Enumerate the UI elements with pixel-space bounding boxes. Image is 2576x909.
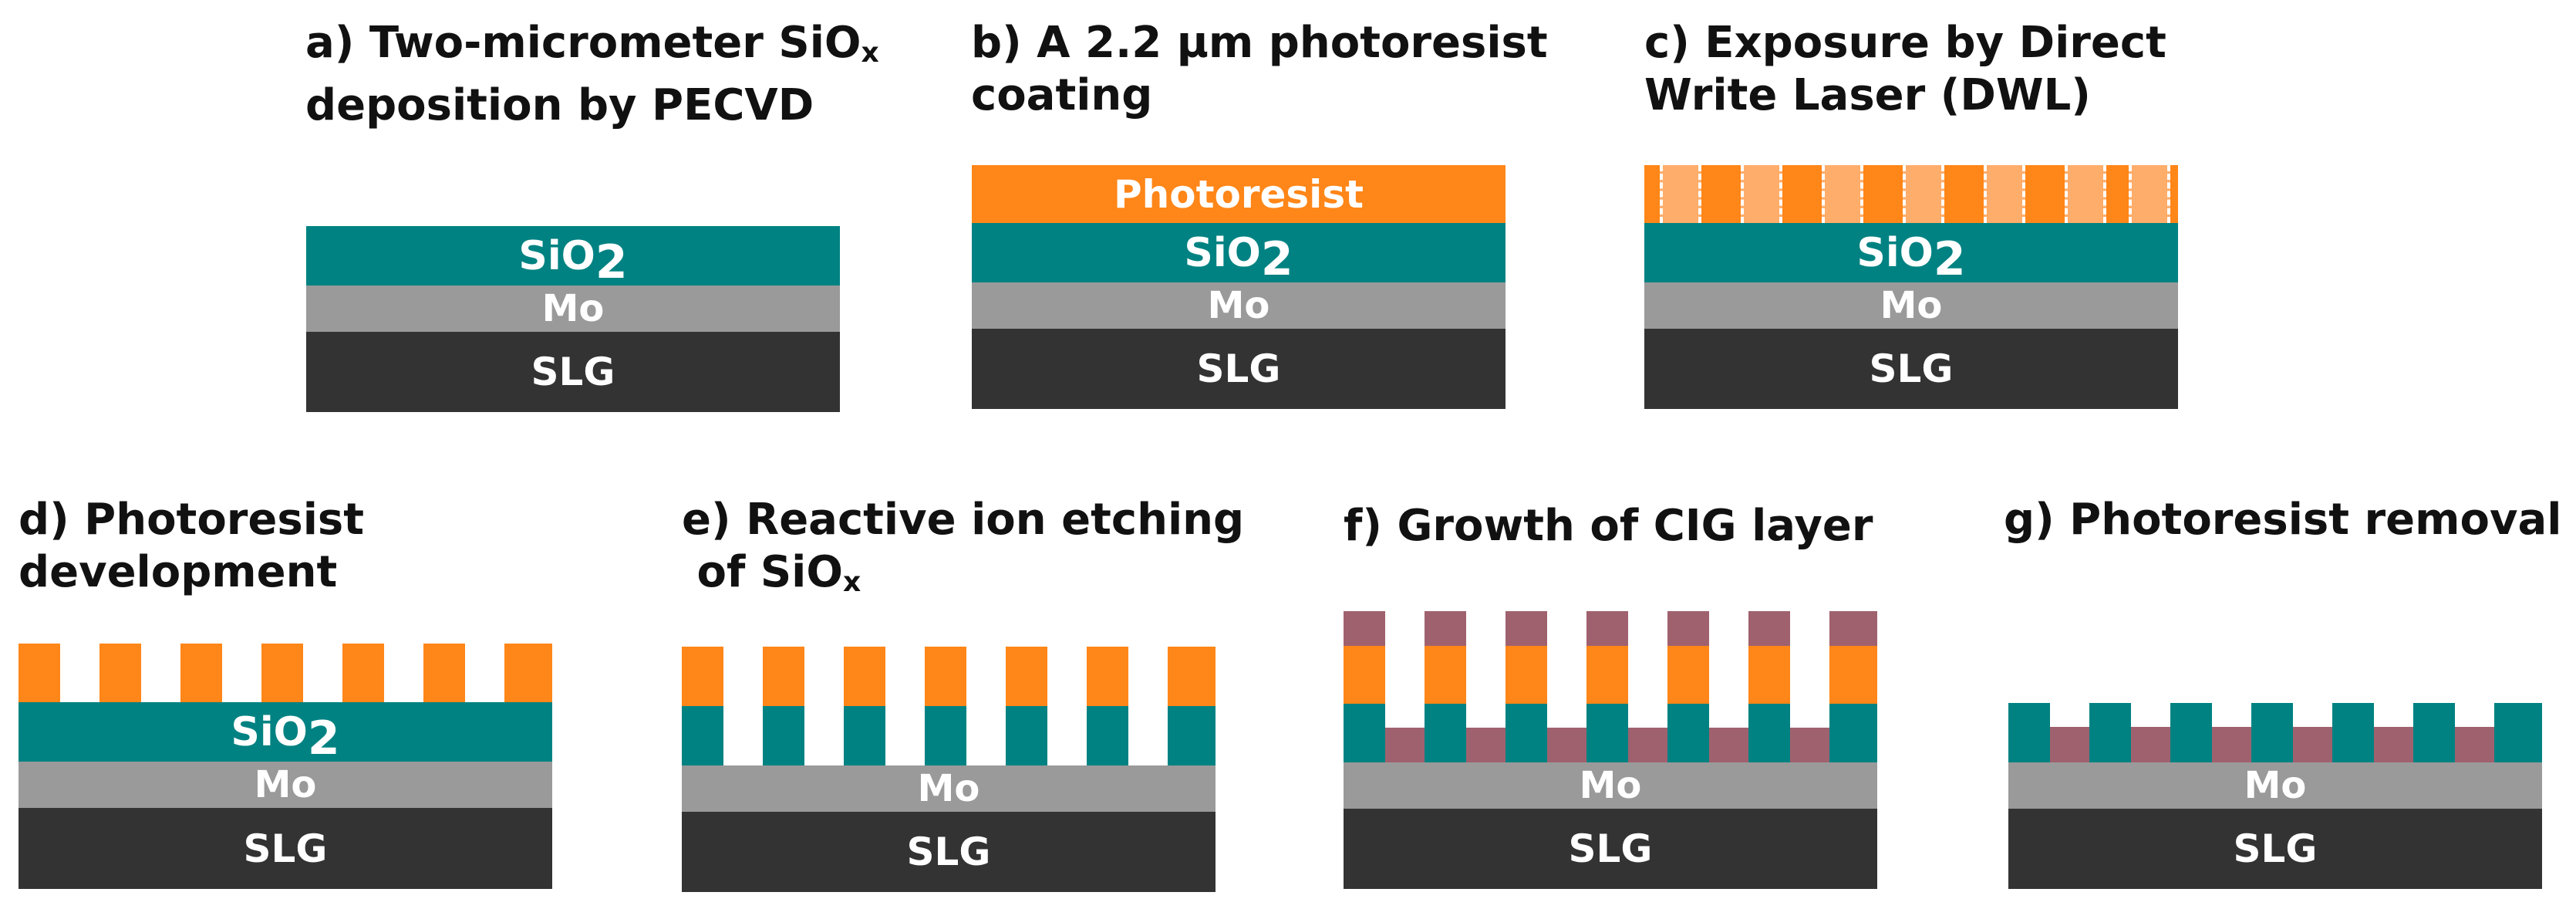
panel-b-slg-layer: SLG: [972, 329, 1505, 409]
panel-d-sio2-layer: SiO 2: [19, 702, 552, 762]
panel-f-sio2-pillar: [1829, 704, 1877, 762]
panel-g-mo-layer: Mo: [2008, 762, 2542, 809]
panel-d-photoresist-pillar: [342, 644, 384, 702]
panel-f-cig-cap: [1667, 611, 1709, 646]
panel-g-title: g) Photoresist removal: [2004, 495, 2562, 545]
panel-f-mo-layer: Mo: [1344, 762, 1877, 809]
panel-e-photoresist-pillar: [763, 647, 804, 706]
panel-g-sio2-pillar: [2413, 703, 2455, 762]
panel-f-cig-cap: [1829, 611, 1877, 646]
panel-f-photoresist-pillar: [1748, 646, 1790, 704]
panel-d-slg-layer: SLG: [19, 808, 552, 889]
panel-f-cig-cap: [1748, 611, 1790, 646]
panel-f-cig-cap: [1344, 611, 1385, 646]
panel-f-cig-cap: [1505, 611, 1547, 646]
panel-g-sio2-pillar: [2170, 703, 2212, 762]
panel-c-exposed-region: [1660, 165, 1701, 223]
panel-d-photoresist-pillar: [99, 644, 141, 702]
panel-f-slg-layer: SLG: [1344, 809, 1877, 889]
panel-e-title: e) Reactive ion etching of SiOx: [682, 495, 1245, 598]
panel-c-slg-layer: SLG: [1644, 329, 2178, 409]
panel-e-sio2-pillar: [1006, 706, 1047, 765]
panel-f-photoresist-pillar: [1505, 646, 1547, 704]
panel-d-photoresist-pillar: [19, 644, 60, 702]
panel-f-photoresist-pillar: [1667, 646, 1709, 704]
panel-g-sio2-pillar: [2332, 703, 2374, 762]
panel-d-mo-layer: Mo: [19, 762, 552, 808]
panel-f-title: f) Growth of CIG layer: [1344, 501, 1873, 551]
panel-b-title: b) A 2.2 µm photoresist coating: [971, 18, 1548, 120]
panel-e-sio2-pillar: [682, 706, 723, 765]
panel-c-exposed-region: [2129, 165, 2170, 223]
panel-a-title: a) Two-micrometer SiOx deposition by PEC…: [305, 18, 879, 130]
panel-c-exposed-region: [1903, 165, 1944, 223]
panel-g-sio2-pillar: [2494, 703, 2542, 762]
panel-b-mo-layer: Mo: [972, 282, 1505, 329]
panel-f-photoresist-pillar: [1425, 646, 1466, 704]
panel-c-mo-layer: Mo: [1644, 282, 2178, 329]
panel-g-sio2-pillar: [2089, 703, 2131, 762]
panel-f-sio2-pillar: [1344, 704, 1385, 762]
panel-f-sio2-pillar: [1748, 704, 1790, 762]
panel-f-sio2-pillar: [1586, 704, 1628, 762]
panel-e-sio2-pillar: [844, 706, 885, 765]
panel-e-photoresist-pillar: [682, 647, 723, 706]
panel-c-exposed-region: [1822, 165, 1863, 223]
panel-e-mo-layer: Mo: [682, 765, 1216, 812]
panel-f-photoresist-pillar: [1829, 646, 1877, 704]
panel-a-mo-layer: Mo: [306, 286, 840, 332]
panel-e-sio2-pillar: [925, 706, 966, 765]
panel-f-sio2-pillar: [1505, 704, 1547, 762]
panel-g-sio2-pillar: [2251, 703, 2293, 762]
panel-e-slg-layer: SLG: [682, 812, 1216, 892]
panel-f-sio2-pillar: [1425, 704, 1466, 762]
panel-g-sio2-pillar: [2008, 703, 2050, 762]
panel-d-photoresist-pillar: [504, 644, 552, 702]
panel-c-sio2-layer: SiO 2: [1644, 223, 2178, 282]
panel-b-photoresist-layer: Photoresist: [972, 165, 1505, 223]
panel-c-exposed-region: [1741, 165, 1782, 223]
panel-e-photoresist-pillar: [1168, 647, 1216, 706]
panel-d-photoresist-pillar: [423, 644, 465, 702]
panel-a-slg-layer: SLG: [306, 332, 840, 412]
panel-e-photoresist-pillar: [844, 647, 885, 706]
panel-e-sio2-pillar: [763, 706, 804, 765]
panel-b-sio2-layer: SiO 2: [972, 223, 1505, 282]
panel-d-title: d) Photoresist development: [19, 495, 365, 597]
panel-c-exposed-region: [2065, 165, 2106, 223]
panel-e-sio2-pillar: [1087, 706, 1128, 765]
panel-f-cig-cap: [1586, 611, 1628, 646]
panel-e-photoresist-pillar: [925, 647, 966, 706]
panel-f-photoresist-pillar: [1586, 646, 1628, 704]
panel-e-photoresist-pillar: [1087, 647, 1128, 706]
panel-f-photoresist-pillar: [1344, 646, 1385, 704]
panel-g-slg-layer: SLG: [2008, 809, 2542, 889]
panel-f-cig-cap: [1425, 611, 1466, 646]
panel-c-title: c) Exposure by Direct Write Laser (DWL): [1644, 18, 2166, 120]
panel-c-exposed-region: [1984, 165, 2025, 223]
panel-d-photoresist-pillar: [180, 644, 222, 702]
panel-a-sio2-layer: SiO 2: [306, 226, 840, 286]
panel-e-sio2-pillar: [1168, 706, 1216, 765]
panel-e-photoresist-pillar: [1006, 647, 1047, 706]
panel-f-sio2-pillar: [1667, 704, 1709, 762]
panel-d-photoresist-pillar: [261, 644, 303, 702]
